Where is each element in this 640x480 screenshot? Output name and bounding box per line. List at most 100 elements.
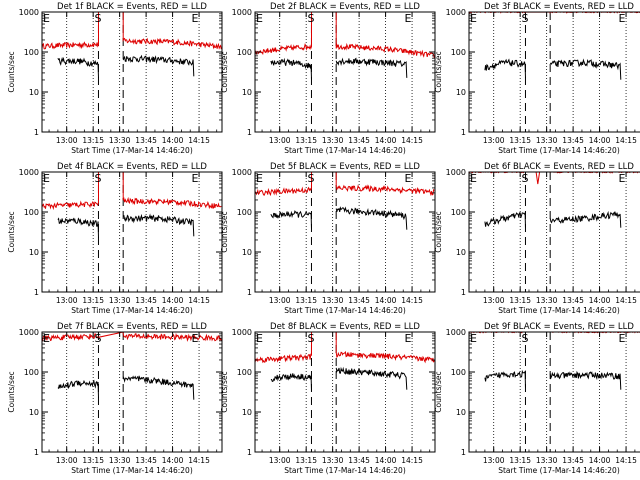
x-tick-label: 14:15 <box>188 296 210 305</box>
lld-series-line <box>469 172 640 185</box>
x-axis-label: Start Time (17-Mar-14 14:46:20) <box>498 146 620 155</box>
event-marker-label: E <box>619 12 626 25</box>
x-tick-label: 14:00 <box>589 296 611 305</box>
y-tick-label: 1 <box>461 288 466 297</box>
y-axis-label: Counts/sec <box>220 371 229 412</box>
event-marker-label: E <box>405 12 412 25</box>
event-marker-label: E <box>405 172 412 185</box>
event-marker-label: E <box>470 172 477 185</box>
x-tick-label: 13:00 <box>56 456 78 465</box>
x-tick-label: 13:15 <box>82 456 104 465</box>
x-tick-label: 13:45 <box>562 296 584 305</box>
y-tick-label: 100 <box>24 368 39 377</box>
x-axis-label: Start Time (17-Mar-14 14:46:20) <box>498 466 620 475</box>
plot-frame <box>41 11 223 133</box>
events-series-line <box>335 57 408 78</box>
x-tick-label: 13:00 <box>483 456 505 465</box>
lld-series-line <box>42 172 222 211</box>
y-axis-label: Counts/sec <box>220 211 229 252</box>
x-tick-label: 13:15 <box>82 296 104 305</box>
x-tick-label: 14:15 <box>188 136 210 145</box>
y-tick-label: 100 <box>451 208 466 217</box>
y-tick-label: 100 <box>24 208 39 217</box>
x-tick-label: 14:15 <box>401 136 423 145</box>
x-tick-label: 13:00 <box>483 136 505 145</box>
event-marker-label: E <box>43 172 50 185</box>
event-marker-label: S <box>307 172 314 185</box>
y-tick-label: 1 <box>247 288 252 297</box>
y-tick-label: 10 <box>242 88 252 97</box>
y-tick-label: 1 <box>34 448 39 457</box>
panel-title: Det 4f BLACK = Events, RED = LLD <box>57 162 207 172</box>
event-marker-label: E <box>192 12 199 25</box>
y-tick-label: 10 <box>456 88 466 97</box>
y-tick-label: 10 <box>456 248 466 257</box>
events-series-line <box>122 54 195 77</box>
y-tick-label: 1000 <box>446 8 466 17</box>
y-tick-label: 10 <box>242 248 252 257</box>
lld-series-line <box>255 12 435 59</box>
events-series-line <box>335 206 408 230</box>
x-tick-label: 13:30 <box>109 456 131 465</box>
plot-area <box>255 332 435 452</box>
plot-area <box>469 332 640 452</box>
x-tick-label: 13:15 <box>295 136 317 145</box>
x-tick-label: 13:30 <box>322 456 344 465</box>
plot-frame <box>254 331 436 453</box>
plot-frame <box>254 171 436 293</box>
plot-area <box>255 12 435 132</box>
y-tick-label: 10 <box>29 408 39 417</box>
events-series-line <box>484 369 526 388</box>
event-marker-label: E <box>256 172 263 185</box>
y-axis-label: Counts/sec <box>7 211 16 252</box>
x-tick-label: 13:45 <box>135 136 157 145</box>
x-tick-label: 14:00 <box>589 136 611 145</box>
x-tick-label: 14:00 <box>375 456 397 465</box>
plot-frame <box>468 11 640 133</box>
event-marker-label: S <box>307 12 314 25</box>
lld-series-line <box>42 332 222 342</box>
x-tick-label: 13:30 <box>109 296 131 305</box>
event-marker-label: E <box>43 332 50 345</box>
panel-title: Det 5f BLACK = Events, RED = LLD <box>270 162 420 172</box>
x-tick-label: 13:00 <box>269 136 291 145</box>
y-axis-label: Counts/sec <box>7 51 16 92</box>
event-marker-label: S <box>94 12 101 25</box>
x-tick-label: 13:45 <box>562 136 584 145</box>
x-tick-label: 13:00 <box>56 296 78 305</box>
y-tick-label: 1000 <box>232 328 252 337</box>
event-marker-label: S <box>521 12 528 25</box>
y-tick-label: 100 <box>237 48 252 57</box>
x-tick-label: 14:15 <box>615 136 637 145</box>
y-tick-label: 10 <box>29 248 39 257</box>
x-tick-label: 13:45 <box>348 456 370 465</box>
x-tick-label: 14:00 <box>162 296 184 305</box>
plot-frame <box>254 11 436 133</box>
x-tick-label: 14:15 <box>188 456 210 465</box>
x-tick-label: 13:30 <box>322 296 344 305</box>
y-tick-label: 100 <box>24 48 39 57</box>
event-marker-label: E <box>470 12 477 25</box>
x-axis-label: Start Time (17-Mar-14 14:46:20) <box>284 466 406 475</box>
y-tick-label: 100 <box>451 368 466 377</box>
x-tick-label: 13:30 <box>536 136 558 145</box>
y-tick-label: 10 <box>29 88 39 97</box>
lld-series-line <box>42 12 222 50</box>
y-tick-label: 1000 <box>19 8 39 17</box>
panel-title: Det 7f BLACK = Events, RED = LLD <box>57 322 207 332</box>
x-tick-label: 14:15 <box>615 456 637 465</box>
x-tick-label: 13:45 <box>135 296 157 305</box>
panel-title: Det 3f BLACK = Events, RED = LLD <box>484 2 634 12</box>
x-tick-label: 14:00 <box>162 136 184 145</box>
x-tick-label: 14:15 <box>401 456 423 465</box>
event-marker-label: E <box>619 172 626 185</box>
y-tick-label: 100 <box>237 368 252 377</box>
x-tick-label: 13:15 <box>509 296 531 305</box>
y-tick-label: 1 <box>461 128 466 137</box>
